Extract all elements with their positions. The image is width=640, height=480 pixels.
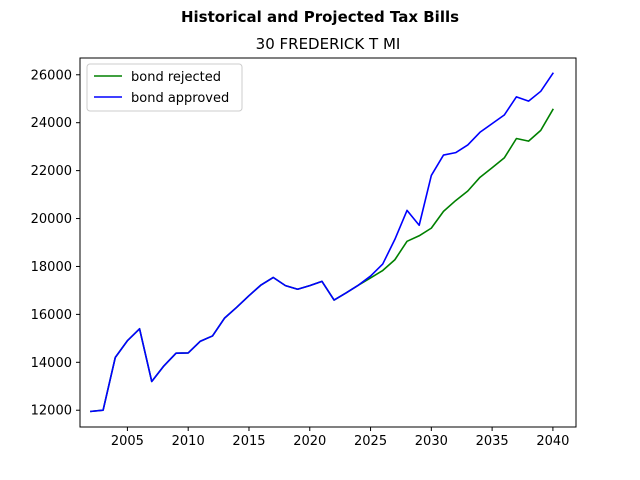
legend-label-bond-rejected: bond rejected: [131, 70, 221, 85]
y-tick-label: 24000: [31, 116, 72, 131]
y-tick-label: 22000: [31, 164, 72, 179]
series-line-bond-rejected: [90, 108, 554, 413]
legend-label-bond-approved: bond approved: [131, 91, 229, 106]
x-tick-label: 2005: [111, 434, 144, 449]
y-tick-label: 14000: [31, 356, 72, 371]
x-tick-label: 2030: [415, 434, 448, 449]
x-axis-ticks: 2005 2010 2015 2020 2025 2030 2035 2040: [111, 427, 569, 449]
chart-suptitle: Historical and Projected Tax Bills: [181, 8, 459, 26]
x-tick-label: 2010: [172, 434, 205, 449]
x-tick-label: 2040: [536, 434, 569, 449]
y-tick-label: 26000: [31, 68, 72, 83]
y-tick-label: 16000: [31, 308, 72, 323]
plot-area-frame: [79, 57, 577, 428]
legend-box: [86, 63, 243, 112]
x-tick-label: 2035: [476, 434, 509, 449]
plot-lines: [90, 72, 555, 413]
y-tick-label: 12000: [31, 404, 72, 419]
legend: bond rejected bond approved: [86, 63, 243, 112]
x-tick-label: 2015: [232, 434, 265, 449]
x-tick-label: 2025: [354, 434, 387, 449]
series-line-bond-approved: [90, 72, 555, 413]
y-tick-label: 20000: [31, 212, 72, 227]
y-tick-label: 18000: [31, 260, 72, 275]
y-axis-ticks: 12000 14000 16000 18000 20000 22000 24000 26000: [31, 68, 80, 419]
x-tick-label: 2020: [293, 434, 326, 449]
chart-title: 30 FREDERICK T MI: [256, 35, 401, 53]
